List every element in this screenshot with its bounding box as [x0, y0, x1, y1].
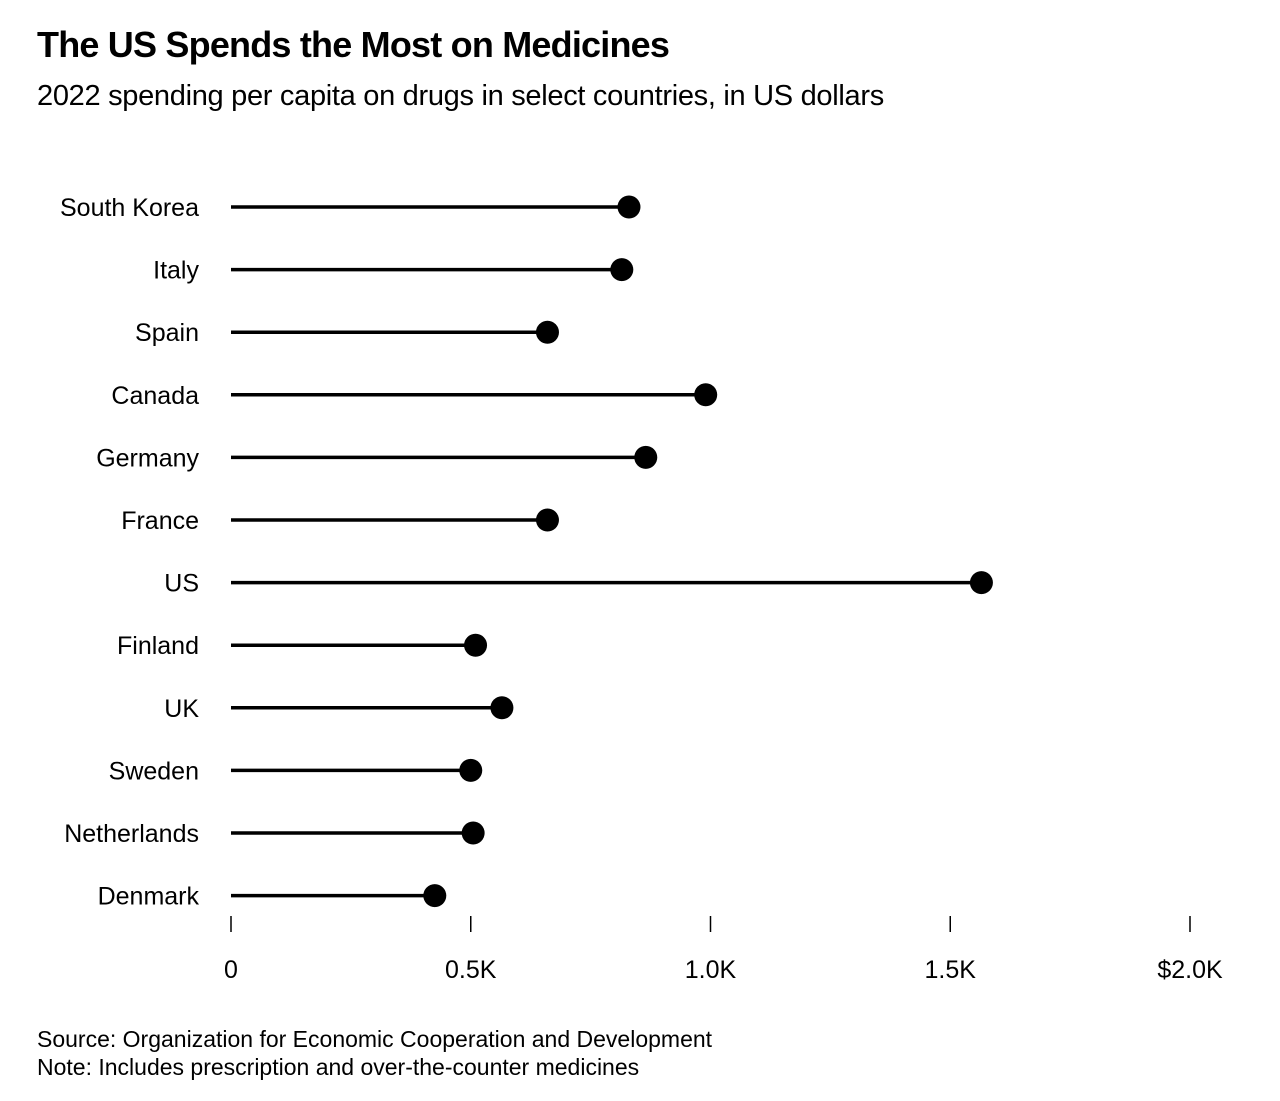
category-label: Finland	[117, 632, 199, 660]
lollipop-dot	[610, 258, 634, 282]
x-tick-label: 1.0K	[685, 956, 737, 984]
category-label: France	[121, 507, 199, 535]
category-label: Germany	[96, 444, 199, 472]
row-france: France	[121, 507, 559, 535]
lollipop-dot	[461, 821, 485, 845]
row-south-korea: South Korea	[60, 194, 641, 222]
source-note: Source: Organization for Economic Cooper…	[37, 1026, 713, 1052]
chart-subtitle: 2022 spending per capita on drugs in sel…	[37, 80, 884, 112]
lollipop-dot	[459, 758, 483, 782]
row-canada: Canada	[111, 382, 718, 410]
methodology-note: Note: Includes prescription and over-the…	[37, 1054, 640, 1080]
lollipop-dot	[423, 884, 447, 908]
row-sweden: Sweden	[109, 757, 483, 785]
category-label: Italy	[153, 257, 199, 285]
lollipop-chart: South Korea Italy Spain Canada Germany France…	[60, 194, 1223, 984]
x-tick-label: 0	[224, 956, 238, 984]
row-us: US	[164, 570, 993, 598]
x-tick-label: $2.0K	[1157, 956, 1223, 984]
row-netherlands: Netherlands	[64, 820, 485, 848]
lollipop-dot	[535, 320, 559, 344]
row-finland: Finland	[117, 632, 488, 660]
x-tick-label: 1.5K	[925, 956, 977, 984]
lollipop-dot	[694, 383, 718, 407]
row-spain: Spain	[135, 319, 559, 347]
lollipop-dot	[464, 633, 488, 657]
category-label: Sweden	[109, 757, 199, 785]
category-label: Canada	[111, 382, 199, 410]
category-label: Netherlands	[64, 820, 199, 848]
row-italy: Italy	[153, 257, 634, 285]
row-uk: UK	[164, 695, 514, 723]
chart-footer: Source: Organization for Economic Cooper…	[37, 1025, 712, 1081]
x-axis: 0 0.5K 1.0K 1.5K $2.0K	[224, 916, 1223, 984]
category-label: US	[164, 570, 199, 598]
row-denmark: Denmark	[98, 883, 447, 911]
lollipop-dot	[535, 508, 559, 532]
x-tick-label: 0.5K	[445, 956, 497, 984]
category-label: UK	[164, 695, 199, 723]
chart-title: The US Spends the Most on Medicines	[37, 24, 670, 65]
lollipop-dot	[969, 571, 993, 595]
lollipop-dot	[490, 696, 514, 720]
lollipop-dot	[634, 445, 658, 469]
row-germany: Germany	[96, 444, 658, 472]
category-label: South Korea	[60, 194, 199, 222]
chart-rows: South Korea Italy Spain Canada Germany France…	[60, 194, 993, 911]
lollipop-dot	[617, 195, 641, 219]
category-label: Denmark	[98, 883, 200, 911]
category-label: Spain	[135, 319, 199, 347]
